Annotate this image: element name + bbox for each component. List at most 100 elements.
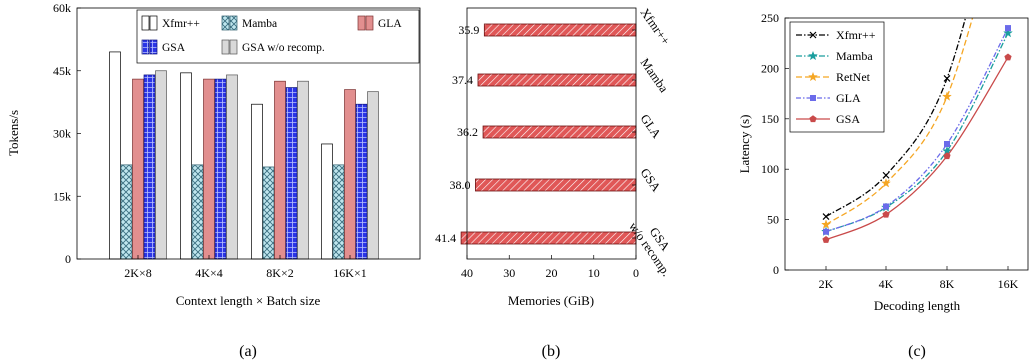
x-tick-label: 0 [633, 266, 639, 280]
legend-swatch-xfmr [149, 15, 158, 31]
point-gsa-4k [882, 210, 890, 218]
point-retnet-8k [941, 91, 953, 101]
bar-gsa-w-o-recomp-8k-2 [297, 80, 309, 260]
legend-swatch-gla [357, 15, 366, 31]
point-retnet-4k [880, 178, 892, 188]
legend-swatch-xfmr [141, 15, 150, 31]
panel-a-ylabel: Tokens/s [6, 110, 21, 156]
point-gla-4k [883, 203, 889, 210]
category-label-gsa: GSA [638, 166, 664, 195]
panel-c-caption: (c) [908, 343, 926, 360]
legend-marker-mamba [807, 50, 819, 61]
category-label-xfmr: Xfmr++ [638, 6, 673, 48]
x-tick-label: 30 [503, 266, 515, 280]
point-gla-2k [823, 228, 829, 235]
point-xfmr-2k [822, 213, 830, 221]
y-tick-label: 0 [65, 252, 71, 266]
memory-value-label: 37.4 [452, 73, 473, 87]
y-tick-label: 250 [761, 11, 779, 25]
y-tick-label: 150 [761, 112, 779, 126]
legend-marker-xfmr [809, 31, 817, 39]
bar-gsa-16k-1 [355, 103, 368, 260]
x-tick-label: 4K×4 [195, 266, 222, 280]
bar-gla-2k-8 [132, 78, 144, 260]
line-xfmr [825, 18, 967, 218]
bar-xfmr-2k-8 [109, 51, 121, 260]
x-tick-label: 8K [940, 277, 955, 291]
legend-label-gsa: GSA [162, 42, 186, 54]
bar-gla-8k-2 [274, 80, 286, 260]
panel-c-ylabel: Latency (s) [737, 115, 752, 174]
legend-marker-gsa [809, 115, 817, 123]
legend-label-mamba: Mamba [242, 18, 277, 30]
line-mamba [825, 32, 1009, 233]
x-tick-label: 8K×2 [266, 266, 293, 280]
bar-gsa-4k-4 [214, 78, 227, 260]
category-label-mamba: Mamba [638, 56, 672, 96]
legend-label-mamba: Mamba [836, 49, 873, 63]
legend-label-gsa: GSA [836, 112, 860, 126]
point-gsa-2k [822, 235, 830, 243]
bar-gsa-w-o-recomp-2k-8 [155, 70, 167, 260]
legend-label-xfmr: Xfmr++ [836, 28, 876, 42]
panel-c-latency-chart: 0 50 100 150 200 250 2K 4K 8K 16K Latency (s) Dec… [737, 11, 1029, 360]
bar-mamba-2k-8 [120, 164, 133, 260]
bar-xfmr-4k-4 [180, 72, 192, 260]
legend-marker-retnet [807, 71, 819, 82]
legend-label-xfmr: Xfmr++ [162, 18, 200, 30]
x-tick-label: 2K [819, 277, 834, 291]
panel-b-xlabel: Memories (GiB) [508, 293, 594, 308]
panel-b-memory-chart: 35.937.436.238.041.4 Xfmr++MambaGLAGSAGS… [435, 6, 673, 360]
bar-xfmr-16k-1 [321, 143, 333, 260]
point-gla-16k [1005, 25, 1011, 32]
y-tick-label: 100 [761, 162, 779, 176]
memory-bar-xfmr [483, 23, 637, 37]
memory-bar-gla [482, 125, 637, 139]
line-retnet [825, 18, 974, 226]
line-gla [825, 27, 1009, 233]
x-tick-label: 10 [588, 266, 600, 280]
bar-mamba-16k-1 [332, 164, 345, 260]
x-tick-label: 16K×1 [333, 266, 366, 280]
legend-swatch-gsa [149, 39, 158, 55]
memory-value-label: 36.2 [457, 125, 478, 139]
legend-swatch-mamba [229, 15, 238, 31]
legend-swatch-gsa [141, 39, 150, 55]
panel-c-frame [784, 17, 1029, 271]
point-retnet-2k [820, 219, 832, 229]
legend-label-retnet: RetNet [836, 70, 871, 84]
legend-swatch-gsa-w-o-recomp [229, 39, 238, 55]
bar-xfmr-8k-2 [251, 103, 263, 260]
y-tick-label: 200 [761, 61, 779, 75]
memory-value-label: 35.9 [458, 23, 479, 37]
bar-gsa-w-o-recomp-16k-1 [367, 91, 379, 260]
panel-b-caption: (b) [542, 343, 561, 360]
memory-value-label: 41.4 [435, 231, 456, 245]
point-xfmr-4k [882, 171, 890, 179]
x-tick-label: 20 [546, 266, 558, 280]
bar-gla-4k-4 [203, 78, 215, 260]
memory-value-label: 38.0 [449, 178, 470, 192]
y-tick-label: 15k [53, 189, 71, 203]
panel-c-legend: Xfmr++ Mamba RetNet GLA GSA [789, 21, 885, 133]
category-label-gla: GLA [638, 112, 664, 141]
memory-bar-mamba [477, 73, 637, 87]
memory-bar-gsa-w-o-recomp [460, 231, 637, 245]
y-tick-label: 30k [53, 127, 71, 141]
panel-a-xlabel: Context length × Batch size [176, 293, 321, 308]
panel-a-legend: Xfmr++ Mamba GLA GSA GSA w/o recomp. [136, 9, 420, 64]
legend-marker-gla [810, 95, 816, 101]
point-gsa-16k [1004, 53, 1012, 61]
bar-gsa-8k-2 [285, 87, 298, 260]
y-tick-label: 50 [767, 213, 779, 227]
bar-gsa-2k-8 [143, 74, 156, 260]
x-tick-label: 16K [998, 277, 1019, 291]
x-tick-label: 2K×8 [124, 266, 151, 280]
y-tick-label: 45k [53, 64, 71, 78]
point-mamba-16k [1002, 27, 1014, 38]
line-gsa [825, 56, 1009, 241]
legend-swatch-gla [365, 15, 374, 31]
point-gsa-8k [943, 152, 951, 160]
